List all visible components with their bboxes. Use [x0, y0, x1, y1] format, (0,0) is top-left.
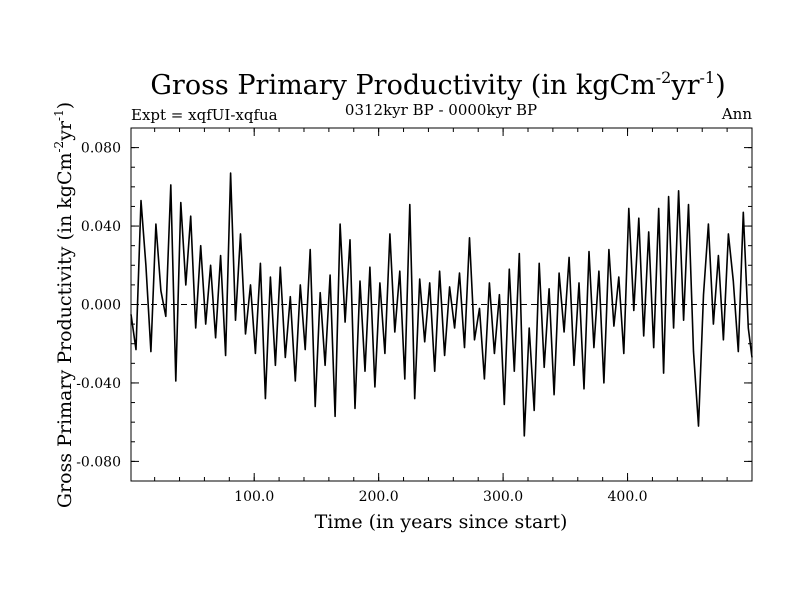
y-axis-label-close: ): [54, 102, 76, 109]
y-tick-label: 0.000: [81, 298, 121, 314]
expt-label: Expt = xqfUI-xqfua: [131, 106, 278, 124]
subtitle: 0312kyr BP - 0000kyr BP: [345, 101, 537, 119]
x-tick-label: 100.0: [234, 489, 274, 505]
series-line: [130, 172, 753, 437]
y-tick-label: -0.080: [76, 454, 121, 470]
chart-title-close: ): [715, 70, 726, 101]
chart-title-main: Gross Primary Productivity (in kgCm: [150, 70, 655, 101]
y-tick-label: 0.080: [81, 141, 121, 157]
chart-title-yr: yr: [670, 70, 699, 101]
x-ticks: 100.0 200.0 300.0 400.0: [154, 128, 728, 505]
y-ticks: -0.080 -0.040 0.000 0.040 0.080: [76, 127, 752, 482]
x-tick-label: 200.0: [359, 489, 399, 505]
y-axis-label-main: Gross Primary Productivity (in kgCm: [54, 153, 76, 509]
y-axis-label: Gross Primary Productivity (in kgCm-2yr-…: [52, 102, 76, 508]
y-axis-label-exp2: -1: [52, 109, 66, 121]
x-tick-label: 300.0: [483, 489, 523, 505]
season-label: Ann: [721, 105, 752, 123]
x-tick-label: 400.0: [608, 489, 648, 505]
chart-title-exp1: -2: [656, 68, 672, 87]
y-tick-label: 0.040: [81, 219, 121, 235]
y-tick-label: -0.040: [76, 376, 121, 392]
x-axis-label: Time (in years since start): [315, 511, 568, 533]
y-axis-label-exp1: -2: [52, 141, 66, 153]
chart-title-exp2: -1: [700, 68, 716, 87]
chart-title: Gross Primary Productivity (in kgCm-2yr-…: [150, 68, 725, 101]
y-axis-label-yr: yr: [54, 120, 76, 142]
